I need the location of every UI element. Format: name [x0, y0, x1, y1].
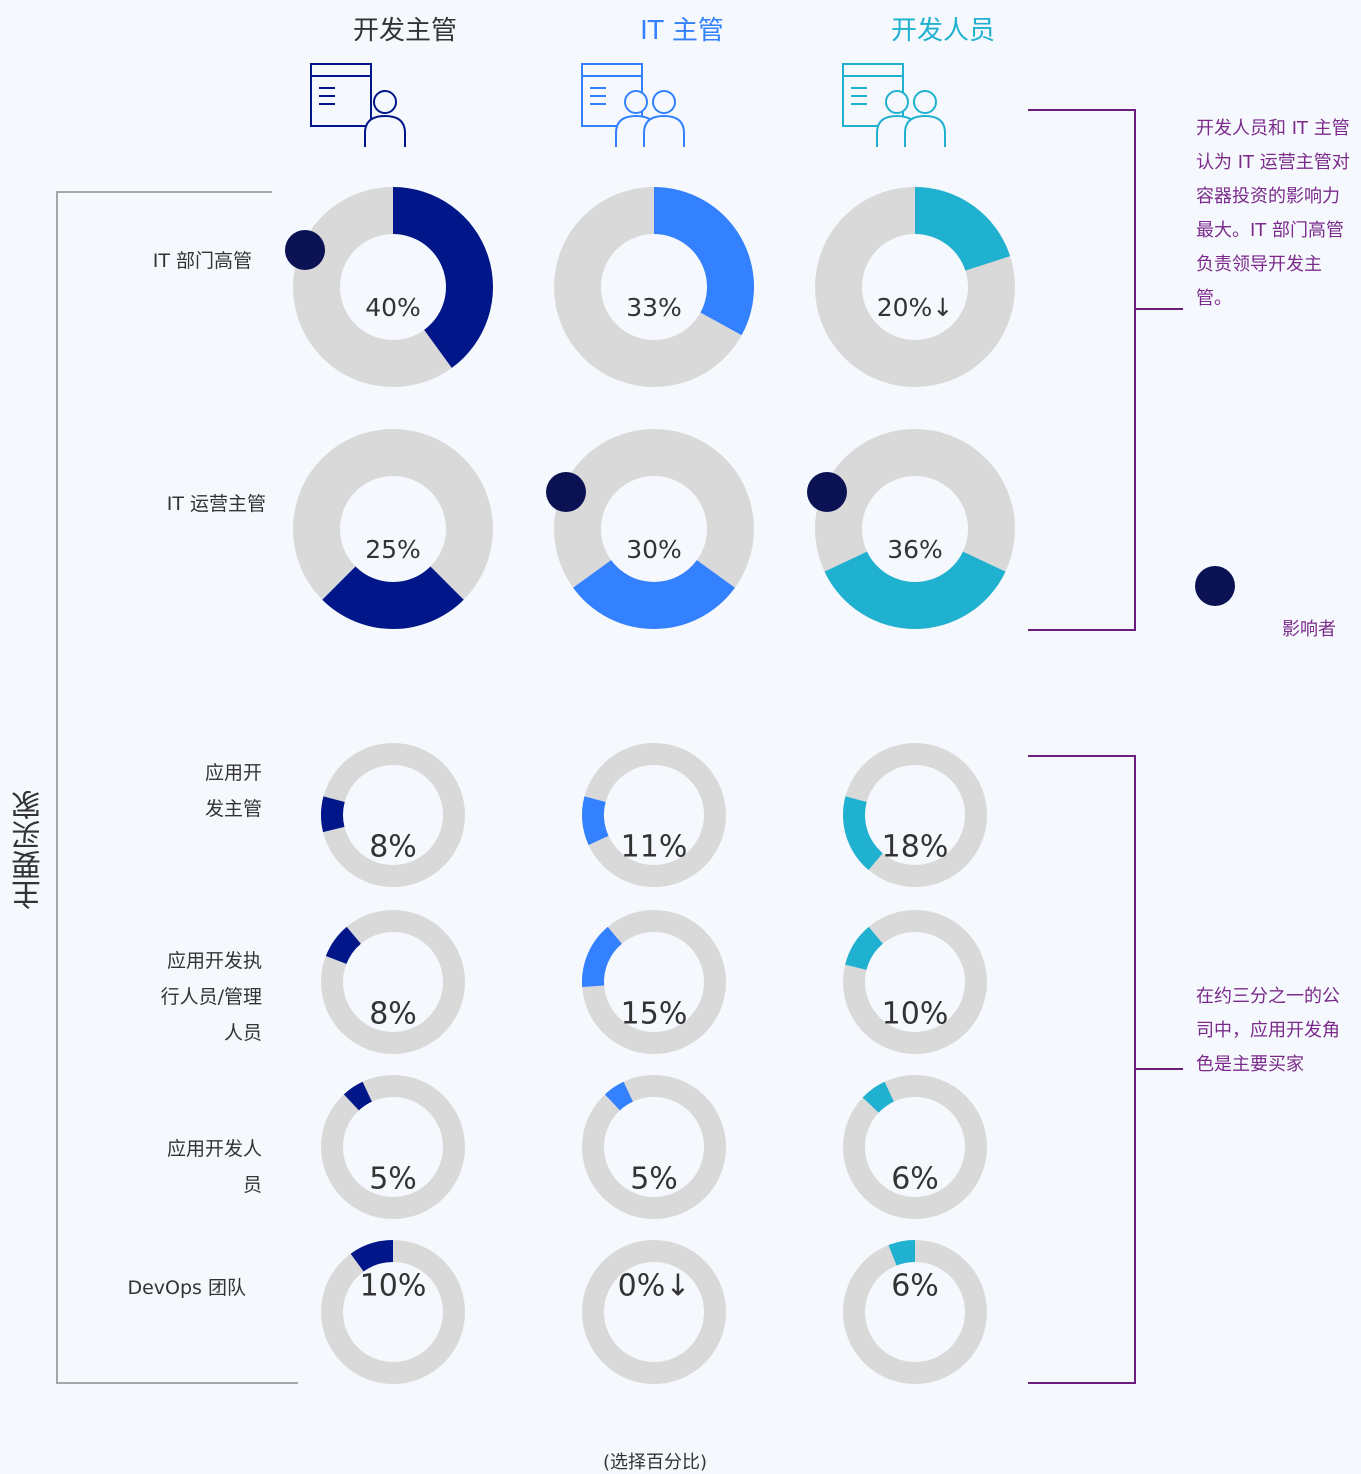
donut-segment — [845, 926, 883, 970]
value-label: 25% — [365, 535, 421, 564]
icon-head — [373, 90, 397, 114]
donut-segment — [573, 560, 735, 629]
donut-segment — [582, 926, 622, 988]
column-title: 开发主管 — [352, 16, 457, 46]
donut-segment — [350, 1240, 393, 1272]
value-label: 5% — [630, 1162, 678, 1197]
value-label: 20%↓ — [877, 293, 954, 322]
donut-track — [321, 1075, 465, 1219]
donut-segment — [582, 796, 609, 845]
value-label: 10% — [882, 997, 949, 1032]
donut-segment — [862, 1081, 894, 1113]
icon-head — [913, 90, 937, 114]
buyer-bracket — [56, 191, 298, 1384]
value-label: 8% — [369, 997, 417, 1032]
donut-segment — [325, 926, 361, 964]
value-label: 30% — [626, 535, 682, 564]
donut-track — [582, 1240, 726, 1384]
influencer-bracket — [1028, 109, 1136, 631]
icon-body — [364, 114, 406, 147]
donut-track — [582, 1075, 726, 1219]
row-label: IT 运营主管 — [166, 493, 266, 515]
donut-segment — [915, 187, 1011, 271]
donut-segment — [393, 187, 493, 368]
donut-segment — [843, 796, 883, 870]
column-title: 开发人员 — [890, 16, 995, 46]
buyer-title: 主要买家 — [12, 790, 47, 910]
value-label: 5% — [369, 1162, 417, 1197]
icon-head — [652, 90, 676, 114]
value-label: 6% — [891, 1162, 939, 1197]
donut-track — [843, 1075, 987, 1219]
column-title: IT 主管 — [640, 16, 724, 46]
row-label: 应用开发主管 — [204, 762, 262, 820]
icon-head — [624, 90, 648, 114]
icon-head — [885, 90, 909, 114]
donut-segment — [322, 566, 464, 629]
row-label: IT 部门高管 — [152, 250, 252, 272]
donut-segment — [321, 796, 345, 833]
value-label: 6% — [891, 1269, 939, 1304]
buyer-note: 在约三分之一的公司中，应用开发角色是主要买家 — [1196, 986, 1340, 1075]
influencer-dot — [285, 230, 325, 270]
value-label: 36% — [887, 535, 943, 564]
row-label: 应用开发人员 — [166, 1138, 262, 1196]
value-label: 10% — [360, 1269, 427, 1304]
influencer-dot — [546, 472, 586, 512]
legend-dot — [1195, 566, 1235, 606]
footnote: (选择百分比) — [602, 1452, 708, 1473]
donut-track — [843, 910, 987, 1054]
value-label: 18% — [882, 830, 949, 865]
value-label: 8% — [369, 830, 417, 865]
donut-segment — [888, 1240, 915, 1266]
value-label: 0%↓ — [618, 1269, 691, 1304]
value-label: 15% — [621, 997, 688, 1032]
buyer-note-bracket — [1028, 755, 1136, 1384]
icon-body — [904, 114, 946, 147]
donut-segment — [824, 551, 1006, 629]
value-label: 33% — [626, 293, 682, 322]
value-label: 11% — [621, 830, 688, 865]
donut-track — [321, 910, 465, 1054]
icon-body — [643, 114, 685, 147]
icon-window — [310, 63, 372, 127]
influencer-note: 开发人员和 IT 主管认为 IT 运营主管对容器投资的影响力最大。IT 部门高管… — [1196, 118, 1350, 309]
row-label: 应用开发执行人员/管理人员 — [160, 950, 262, 1044]
legend-label: 影响者 — [1282, 619, 1336, 640]
donut-segment — [654, 187, 754, 336]
row-label: DevOps 团队 — [127, 1277, 246, 1299]
donut-segment — [604, 1081, 633, 1111]
donut-segment — [343, 1081, 372, 1111]
influencer-dot — [807, 472, 847, 512]
value-label: 40% — [365, 293, 421, 322]
